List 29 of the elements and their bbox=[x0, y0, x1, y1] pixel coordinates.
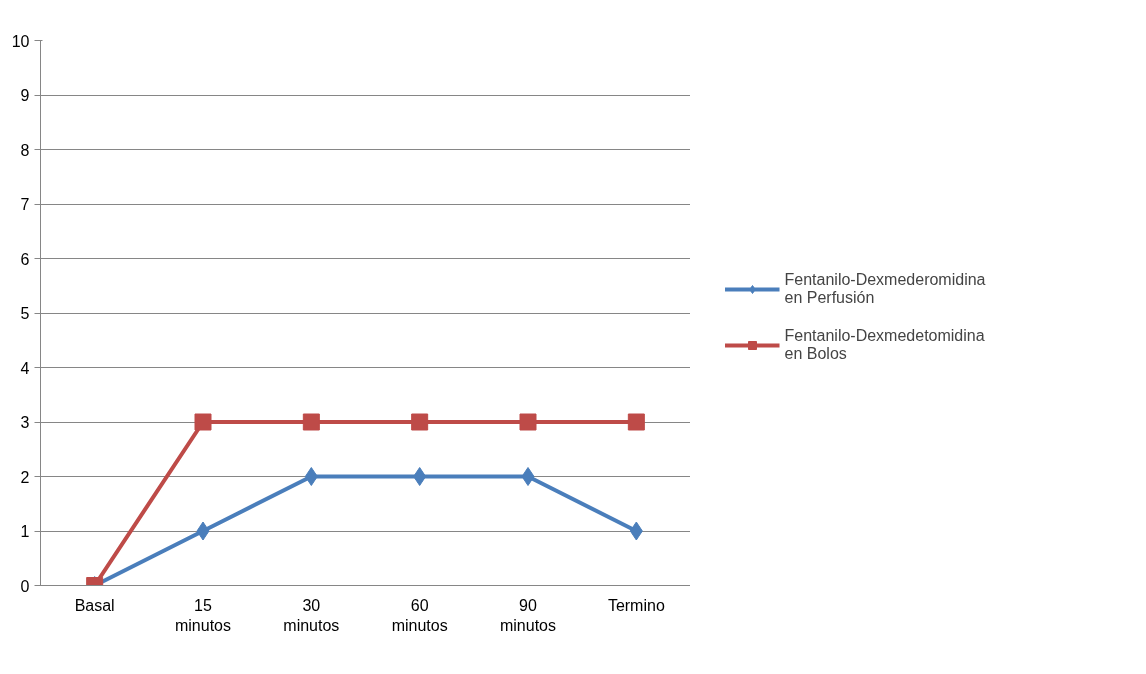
y-tick-label: 2 bbox=[20, 468, 30, 486]
x-tick-label: 30 minutos bbox=[283, 596, 340, 634]
point bbox=[521, 467, 535, 486]
point bbox=[302, 413, 320, 431]
point bbox=[194, 413, 212, 431]
legend-label: Fentanilo-Dexmedetomidina en Bolos bbox=[784, 327, 985, 363]
point bbox=[413, 467, 427, 486]
point bbox=[519, 413, 537, 431]
y-tick-label: 3 bbox=[20, 414, 30, 431]
x-tick-label: Termino bbox=[607, 596, 665, 614]
point bbox=[411, 413, 429, 431]
legend-label: Fentanilo-Dexmederomidina en Perfusión bbox=[784, 271, 986, 307]
y-tick-label: 1 bbox=[20, 523, 30, 540]
point bbox=[629, 521, 643, 541]
x-tick-label: 15 minutos bbox=[174, 596, 232, 634]
point bbox=[627, 413, 645, 431]
y-tick-label: 5 bbox=[20, 305, 30, 322]
y-tick-label: 9 bbox=[20, 87, 30, 104]
x-tick-label: Basal bbox=[74, 596, 115, 614]
y-tick-label: 10 bbox=[11, 32, 30, 50]
y-tick-label: 7 bbox=[20, 196, 30, 213]
point bbox=[304, 467, 318, 486]
x-tick-label: 60 minutos bbox=[391, 596, 448, 634]
y-tick-label: 0 bbox=[20, 577, 30, 595]
y-tick-label: 8 bbox=[20, 141, 30, 159]
y-tick-label: 4 bbox=[20, 359, 30, 377]
x-tick-label: 90 minutos bbox=[499, 596, 557, 634]
point bbox=[196, 521, 210, 541]
y-tick-label: 6 bbox=[20, 250, 30, 268]
